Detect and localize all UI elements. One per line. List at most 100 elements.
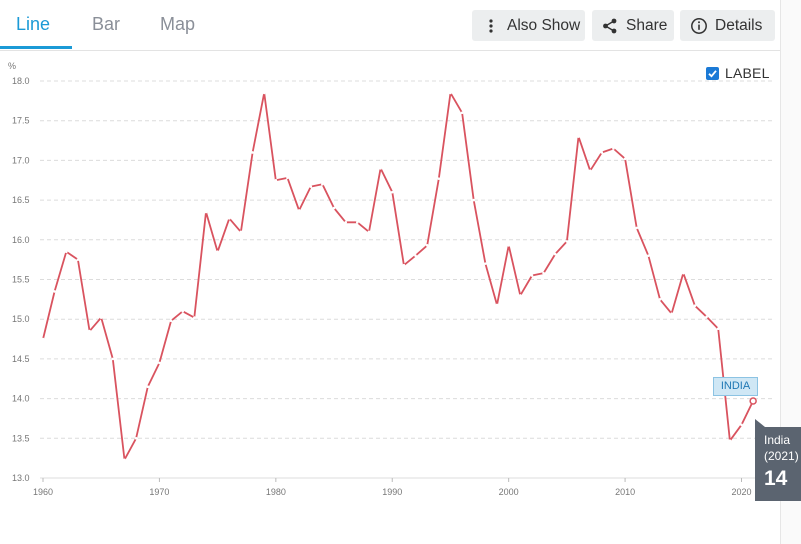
data-point xyxy=(647,254,650,257)
data-point xyxy=(76,258,80,261)
y-tick-label: 17.0 xyxy=(12,155,30,165)
data-point xyxy=(344,221,347,224)
data-point xyxy=(111,357,115,361)
chart-gridlines xyxy=(40,80,775,479)
x-tick-label: 2000 xyxy=(499,487,519,497)
info-icon xyxy=(690,17,708,35)
data-point xyxy=(262,91,266,95)
data-point xyxy=(41,337,45,341)
y-tick-label: 13.5 xyxy=(12,433,30,443)
active-tab-indicator xyxy=(0,46,72,49)
x-tick-label: 1980 xyxy=(266,487,286,497)
y-tick-label: 14.5 xyxy=(12,354,30,364)
data-point xyxy=(53,290,56,293)
x-tick-label: 1990 xyxy=(382,487,402,497)
tab-map[interactable]: Map xyxy=(160,14,196,34)
data-point xyxy=(158,361,161,365)
data-point xyxy=(216,250,219,254)
also-show-button[interactable]: Also Show xyxy=(472,10,585,41)
checkmark-icon[interactable] xyxy=(706,66,719,80)
data-point xyxy=(332,206,336,210)
data-point xyxy=(542,271,545,275)
data-point xyxy=(297,209,301,212)
data-point xyxy=(274,178,278,182)
data-point xyxy=(227,217,231,220)
data-point xyxy=(367,230,371,234)
x-tick-label: 2020 xyxy=(731,487,751,497)
y-tick-label: 16.5 xyxy=(12,195,30,205)
data-point xyxy=(635,226,639,230)
data-point xyxy=(88,329,91,333)
details-label: Details xyxy=(715,16,763,34)
tab-line[interactable]: Line xyxy=(16,14,51,34)
data-point xyxy=(484,262,487,265)
data-point xyxy=(612,147,615,150)
tooltip-year: (2021) xyxy=(764,449,799,463)
data-point xyxy=(495,303,499,307)
data-point xyxy=(530,274,534,277)
data-point xyxy=(99,316,103,319)
data-point xyxy=(728,439,732,442)
data-point xyxy=(379,167,382,170)
x-tick-label: 2010 xyxy=(615,487,635,497)
data-point-highlighted xyxy=(749,397,757,405)
y-tick-label: 16.0 xyxy=(12,235,30,245)
data-point xyxy=(507,244,510,247)
label-checkbox-toggle[interactable]: LABEL xyxy=(706,65,770,81)
y-tick-label: 15.5 xyxy=(12,275,30,285)
data-point xyxy=(437,177,441,180)
tooltip-value: 14 xyxy=(764,467,788,490)
data-point xyxy=(390,190,394,194)
data-point xyxy=(705,315,708,319)
data-point xyxy=(402,263,406,267)
data-point xyxy=(169,319,173,323)
data-point xyxy=(577,135,580,138)
data-point xyxy=(239,230,243,234)
label-checkbox-text: LABEL xyxy=(725,65,770,81)
chart-series xyxy=(41,91,757,462)
data-point xyxy=(670,312,673,315)
data-point xyxy=(681,271,685,275)
x-tick-label: 1960 xyxy=(33,487,53,497)
data-point xyxy=(600,151,604,154)
chart-axes: 13.0 13.5 14.0 14.5 15.0 15.5 16.0 16.5 17.0 17.5… xyxy=(8,61,752,497)
y-tick-label: 15.0 xyxy=(12,314,30,324)
y-tick-label: 18.0 xyxy=(12,76,30,86)
data-point xyxy=(356,221,359,224)
tab-bar[interactable]: Bar xyxy=(92,14,121,34)
data-point xyxy=(193,316,196,319)
y-tick-label: 13.0 xyxy=(12,473,30,483)
data-point xyxy=(693,304,697,308)
data-point xyxy=(472,198,476,202)
data-point xyxy=(519,294,522,297)
data-point xyxy=(414,254,417,257)
data-point xyxy=(64,250,68,254)
data-point xyxy=(321,182,324,186)
data-point xyxy=(146,385,150,388)
share-button[interactable]: Share xyxy=(592,10,674,41)
also-show-label: Also Show xyxy=(507,16,581,34)
data-point xyxy=(251,151,254,154)
series-label-india: INDIA xyxy=(713,377,758,396)
data-point xyxy=(134,437,138,440)
data-point xyxy=(623,157,627,161)
data-point xyxy=(309,185,313,188)
details-button[interactable]: Details xyxy=(680,10,775,41)
share-icon xyxy=(601,17,619,35)
scrollbar-track[interactable] xyxy=(780,0,801,544)
data-point xyxy=(449,91,452,95)
y-tick-label: 14.0 xyxy=(12,394,30,404)
data-point xyxy=(658,298,662,301)
tooltip-country: India xyxy=(764,433,791,447)
line-chart: 13.0 13.5 14.0 14.5 15.0 15.5 16.0 16.5 17.0 17.5… xyxy=(8,61,775,497)
data-point xyxy=(460,111,464,115)
data-point xyxy=(553,252,557,256)
data-point xyxy=(716,327,720,331)
data-point xyxy=(181,309,184,313)
data-tooltip: India (2021) 14 xyxy=(755,427,801,501)
data-point xyxy=(588,169,592,173)
data-point xyxy=(286,176,289,180)
data-point xyxy=(123,458,126,462)
data-point xyxy=(740,423,743,427)
data-point xyxy=(565,240,569,243)
